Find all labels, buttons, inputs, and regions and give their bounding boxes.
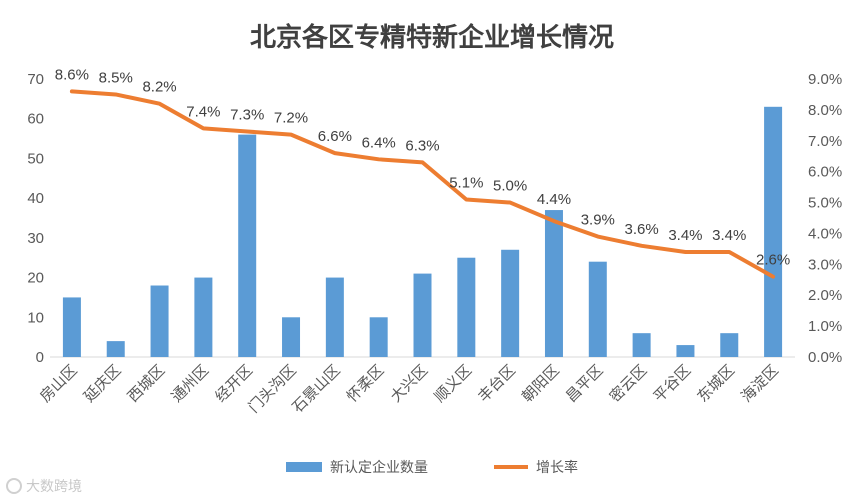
line-data-label: 3.4% <box>668 227 702 244</box>
category-label: 昌平区 <box>562 361 607 406</box>
category-label: 顺义区 <box>431 361 476 406</box>
line-data-label: 3.9% <box>581 212 615 229</box>
bar <box>150 285 169 357</box>
bar <box>544 210 563 357</box>
data-labels: 8.6% 8.5% 8.2% 7.4% 7.3% 7.2% 6.6% 6.4% 6.3% 5.1%… <box>55 66 790 268</box>
left-tick-label: 40 <box>27 190 44 207</box>
watermark: 大数跨境 <box>6 478 82 495</box>
line-data-label: 6.4% <box>362 134 396 151</box>
bar <box>369 317 388 357</box>
left-tick-label: 70 <box>27 71 44 88</box>
left-tick-label: 50 <box>27 150 44 167</box>
line-data-label: 8.2% <box>142 79 176 96</box>
line-data-label: 3.4% <box>712 227 746 244</box>
line-data-label: 7.4% <box>186 103 220 120</box>
right-tick-label: 9.0% <box>808 71 842 88</box>
right-tick-label: 5.0% <box>808 195 842 212</box>
growth-rate-line <box>69 89 776 279</box>
category-label: 西城区 <box>124 361 169 406</box>
line-data-label: 8.6% <box>55 66 89 83</box>
line-series <box>69 89 776 279</box>
bar <box>413 273 432 357</box>
right-tick-label: 7.0% <box>808 133 842 150</box>
watermark-logo-icon <box>6 478 22 494</box>
bar <box>676 345 695 357</box>
line-data-label: 5.1% <box>449 174 483 191</box>
legend: 新认定企业数量 增长率 <box>286 459 578 476</box>
line-data-label: 6.6% <box>318 128 352 145</box>
bar <box>764 106 783 357</box>
bar <box>282 317 301 357</box>
line-data-label: 6.3% <box>405 137 439 154</box>
line-data-label: 2.6% <box>756 252 790 269</box>
category-label: 房山区 <box>36 361 81 406</box>
category-label: 延庆区 <box>80 361 125 406</box>
line-data-label: 8.5% <box>99 69 133 86</box>
line-data-label: 3.6% <box>625 221 659 238</box>
bar <box>194 277 213 357</box>
category-label: 海淀区 <box>737 361 782 406</box>
line-data-label: 4.4% <box>537 191 571 208</box>
bar <box>238 134 257 357</box>
legend-swatch-bar <box>286 462 322 472</box>
bar <box>720 333 739 357</box>
left-y-axis: 0 10 20 30 40 50 60 70 <box>27 71 44 366</box>
category-label: 通州区 <box>168 361 213 406</box>
legend-label-line: 增长率 <box>536 459 578 476</box>
chart-title: 北京各区专精特新企业增长情况 <box>250 22 614 53</box>
line-data-label: 5.0% <box>493 178 527 195</box>
left-tick-label: 10 <box>27 309 44 326</box>
category-label: 丰台区 <box>474 361 519 406</box>
bar <box>632 333 651 357</box>
line-data-label: 7.3% <box>230 107 264 124</box>
bar <box>501 249 520 357</box>
bar <box>457 257 476 357</box>
category-label: 平谷区 <box>650 361 695 406</box>
right-tick-label: 4.0% <box>808 225 842 242</box>
bar-series <box>62 106 783 357</box>
line-data-label: 7.2% <box>274 110 308 127</box>
right-tick-label: 6.0% <box>808 164 842 181</box>
left-tick-label: 20 <box>27 270 44 287</box>
legend-label-bar: 新认定企业数量 <box>330 459 428 476</box>
watermark-text: 大数跨境 <box>26 479 82 495</box>
right-tick-label: 0.0% <box>808 349 842 366</box>
left-tick-label: 60 <box>27 111 44 128</box>
right-tick-label: 2.0% <box>808 287 842 304</box>
right-tick-label: 3.0% <box>808 256 842 273</box>
right-tick-label: 8.0% <box>808 102 842 119</box>
right-y-axis: 0.0% 1.0% 2.0% 3.0% 4.0% 5.0% 6.0% 7.0% 8.0% 9.0% <box>808 71 842 366</box>
bar <box>325 277 344 357</box>
category-label: 石景山区 <box>289 361 344 416</box>
bar <box>106 341 125 357</box>
category-label: 大兴区 <box>387 361 432 406</box>
category-label: 东城区 <box>694 361 739 406</box>
left-tick-label: 0 <box>36 349 44 366</box>
category-label: 朝阳区 <box>518 361 563 406</box>
category-label: 怀柔区 <box>343 361 388 406</box>
left-tick-label: 30 <box>27 230 44 247</box>
right-tick-label: 1.0% <box>808 318 842 335</box>
bar <box>62 297 81 357</box>
bar <box>588 261 607 357</box>
category-label: 密云区 <box>606 361 651 406</box>
